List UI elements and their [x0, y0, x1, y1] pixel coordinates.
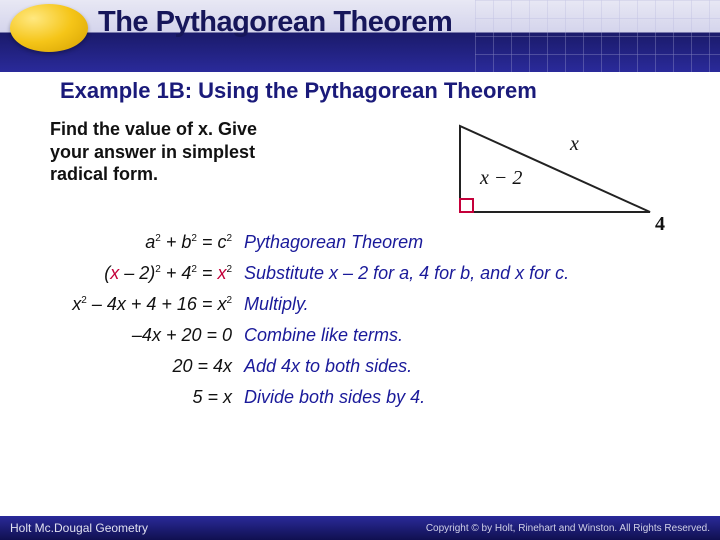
step-row: 20 = 4x Add 4x to both sides. — [0, 356, 720, 377]
step-justification: Combine like terms. — [240, 325, 720, 346]
prompt-line-1: Find the value of x. Give — [50, 119, 257, 139]
vertical-leg-label: 4 — [655, 213, 665, 232]
solution-steps: a2 + b2 = c2 Pythagorean Theorem (x – 2)… — [0, 232, 720, 418]
step-justification: Divide both sides by 4. — [240, 387, 720, 408]
question-prompt: Find the value of x. Give your answer in… — [50, 118, 410, 186]
triangle-figure: x x − 2 4 — [440, 112, 680, 222]
step-justification: Substitute x – 2 for a, 4 for b, and x f… — [240, 263, 720, 284]
oval-badge-icon — [10, 4, 88, 52]
step-justification: Pythagorean Theorem — [240, 232, 720, 253]
hypotenuse-label: x — [569, 133, 579, 155]
step-equation: 20 = 4x — [0, 356, 240, 377]
step-row: a2 + b2 = c2 Pythagorean Theorem — [0, 232, 720, 253]
step-row: 5 = x Divide both sides by 4. — [0, 387, 720, 408]
footer-copyright: Copyright © by Holt, Rinehart and Winsto… — [426, 523, 710, 534]
footer-bar: Holt Mc.Dougal Geometry Copyright © by H… — [0, 516, 720, 540]
step-equation: (x – 2)2 + 42 = x2 — [0, 263, 240, 284]
step-equation: 5 = x — [0, 387, 240, 408]
horizontal-leg-label: x − 2 — [479, 167, 522, 189]
footer-brand: Holt Mc.Dougal Geometry — [10, 521, 148, 535]
step-row: –4x + 20 = 0 Combine like terms. — [0, 325, 720, 346]
prompt-line-3: radical form. — [50, 164, 158, 184]
header-band: The Pythagorean Theorem — [0, 0, 720, 72]
step-row: x2 – 4x + 4 + 16 = x2 Multiply. — [0, 294, 720, 315]
step-row: (x – 2)2 + 42 = x2 Substitute x – 2 for … — [0, 263, 720, 284]
step-justification: Add 4x to both sides. — [240, 356, 720, 377]
page-title: The Pythagorean Theorem — [98, 6, 452, 39]
example-subtitle: Example 1B: Using the Pythagorean Theore… — [60, 78, 537, 104]
step-equation: a2 + b2 = c2 — [0, 232, 240, 253]
step-justification: Multiply. — [240, 294, 720, 315]
prompt-line-2: your answer in simplest — [50, 142, 255, 162]
header-grid-decoration — [475, 0, 720, 72]
step-equation: x2 – 4x + 4 + 16 = x2 — [0, 294, 240, 315]
step-equation: –4x + 20 = 0 — [0, 325, 240, 346]
